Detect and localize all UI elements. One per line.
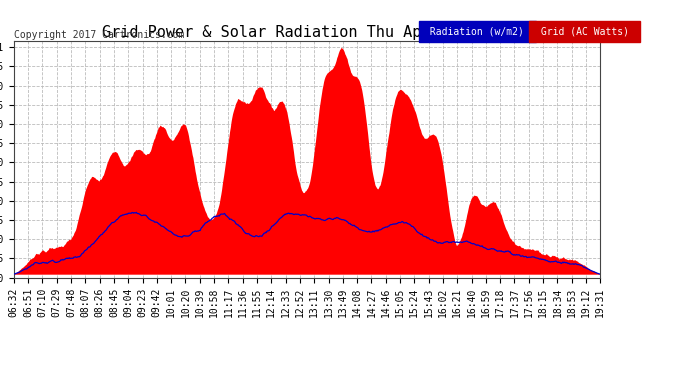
Text: Copyright 2017 Cartronics.com: Copyright 2017 Cartronics.com xyxy=(14,30,184,39)
Text: Radiation (w/m2): Radiation (w/m2) xyxy=(424,27,530,37)
Text: Grid (AC Watts): Grid (AC Watts) xyxy=(535,27,635,37)
Title: Grid Power & Solar Radiation Thu Apr 13 19:36: Grid Power & Solar Radiation Thu Apr 13 … xyxy=(101,25,513,40)
